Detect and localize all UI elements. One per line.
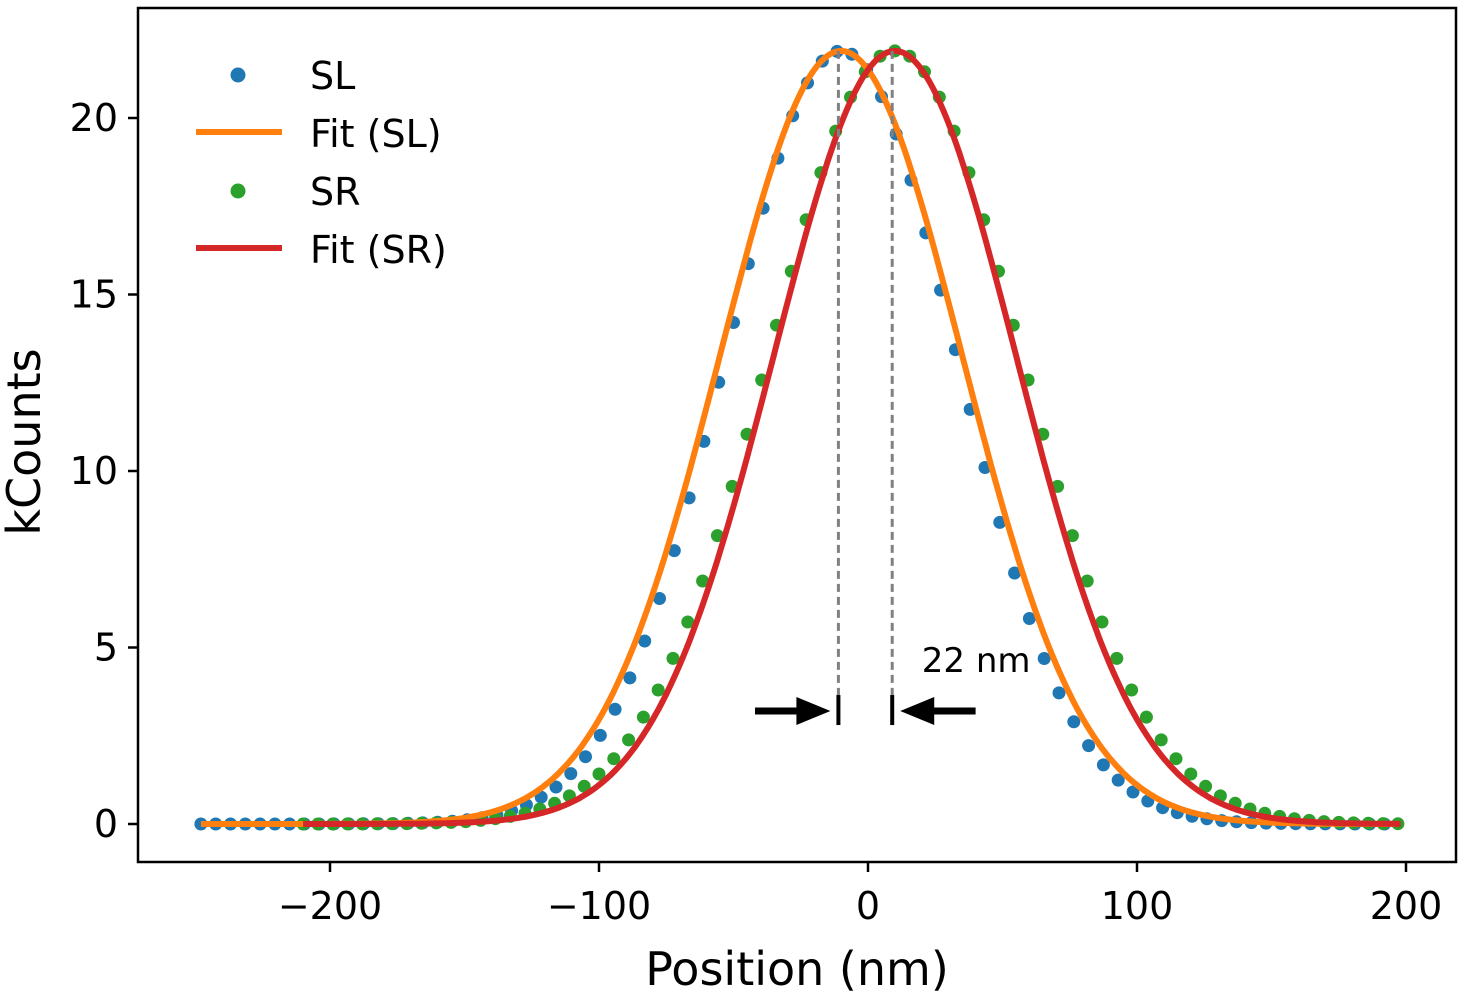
axes-layer: −200 −100 0 100 200 0 5 10 15 20 <box>70 96 1443 928</box>
point-sl <box>1022 612 1036 625</box>
x-tick-label: −100 <box>547 884 651 928</box>
separation-label: 22 nm <box>922 641 1031 681</box>
point-sr <box>710 529 724 543</box>
point-sl <box>623 671 637 685</box>
data-layer <box>194 44 1405 831</box>
point-sr <box>1169 752 1183 766</box>
point-sl <box>608 702 622 716</box>
point-sl <box>593 728 607 742</box>
y-tick-label: 10 <box>70 449 118 493</box>
annotation-layer: 22 nm <box>755 50 1031 726</box>
point-sr <box>651 683 665 697</box>
legend-marker-sl <box>230 67 246 83</box>
point-sr <box>622 733 636 747</box>
point-sl <box>1037 652 1051 665</box>
point-sl <box>1067 715 1081 729</box>
point-sr <box>1184 767 1198 781</box>
y-tick-label: 0 <box>94 802 118 846</box>
legend-label-fit-sl: Fit (SL) <box>310 112 442 156</box>
point-sl <box>1126 785 1140 799</box>
point-sr <box>1110 651 1124 665</box>
point-sl <box>549 780 563 794</box>
legend-label-sl: SL <box>310 54 355 98</box>
point-sr <box>696 574 710 588</box>
point-sr <box>1154 733 1168 747</box>
point-sr <box>1080 574 1094 588</box>
point-sr <box>1125 683 1139 697</box>
point-sl <box>579 750 592 764</box>
point-sr <box>607 752 621 766</box>
legend-label-sr: SR <box>310 170 361 214</box>
point-sr <box>577 779 591 793</box>
legend: SL Fit (SL) SR Fit (SR) <box>196 54 447 272</box>
x-tick-label: −200 <box>278 884 382 928</box>
point-sl <box>564 767 578 781</box>
arrow-left-head <box>796 697 831 726</box>
point-sl <box>667 544 681 558</box>
point-sr <box>592 767 606 781</box>
y-tick-label: 20 <box>70 96 118 140</box>
point-sr <box>1065 529 1079 543</box>
point-sr <box>681 615 695 629</box>
arrow-right-head <box>900 697 935 726</box>
point-sl <box>653 592 666 605</box>
plot-frame <box>136 6 1458 864</box>
point-sr <box>1095 615 1109 629</box>
point-sr <box>1199 779 1213 793</box>
y-axis-label: kCounts <box>0 348 51 535</box>
point-sr <box>666 651 680 665</box>
x-tick-label: 0 <box>856 884 880 928</box>
y-tick-label: 15 <box>70 273 118 317</box>
legend-marker-sr <box>230 183 246 199</box>
point-sl <box>1096 758 1110 772</box>
legend-label-fit-sr: Fit (SR) <box>310 228 447 272</box>
x-tick-label: 100 <box>1101 884 1174 928</box>
point-sl <box>993 515 1007 529</box>
x-axis-label: Position (nm) <box>645 942 949 991</box>
y-tick-label: 5 <box>94 626 118 670</box>
point-sl <box>638 634 652 648</box>
x-tick-label: 200 <box>1370 884 1443 928</box>
point-sr <box>1139 710 1153 724</box>
point-sl <box>1111 773 1125 787</box>
point-sl <box>1008 566 1022 580</box>
line-fit-sr <box>302 47 1401 827</box>
point-sl <box>1082 739 1096 753</box>
point-sr <box>636 710 650 724</box>
point-sl <box>1052 686 1066 700</box>
